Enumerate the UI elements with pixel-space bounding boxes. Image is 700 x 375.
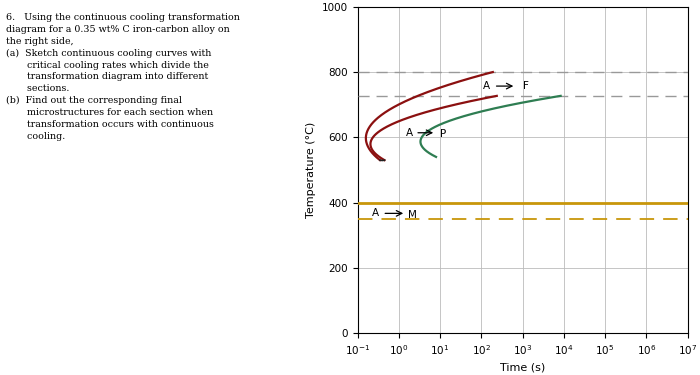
Text: M: M [409, 210, 417, 220]
Y-axis label: Temperature (°C): Temperature (°C) [306, 122, 316, 218]
Text: F: F [523, 81, 528, 91]
X-axis label: Time (s): Time (s) [500, 362, 545, 372]
Text: A: A [482, 81, 489, 91]
Text: A: A [406, 128, 413, 138]
Text: A: A [372, 209, 379, 218]
Text: 6.   Using the continuous cooling transformation
diagram for a 0.35 wt% C iron-c: 6. Using the continuous cooling transfor… [6, 13, 239, 141]
Text: P: P [440, 129, 447, 139]
